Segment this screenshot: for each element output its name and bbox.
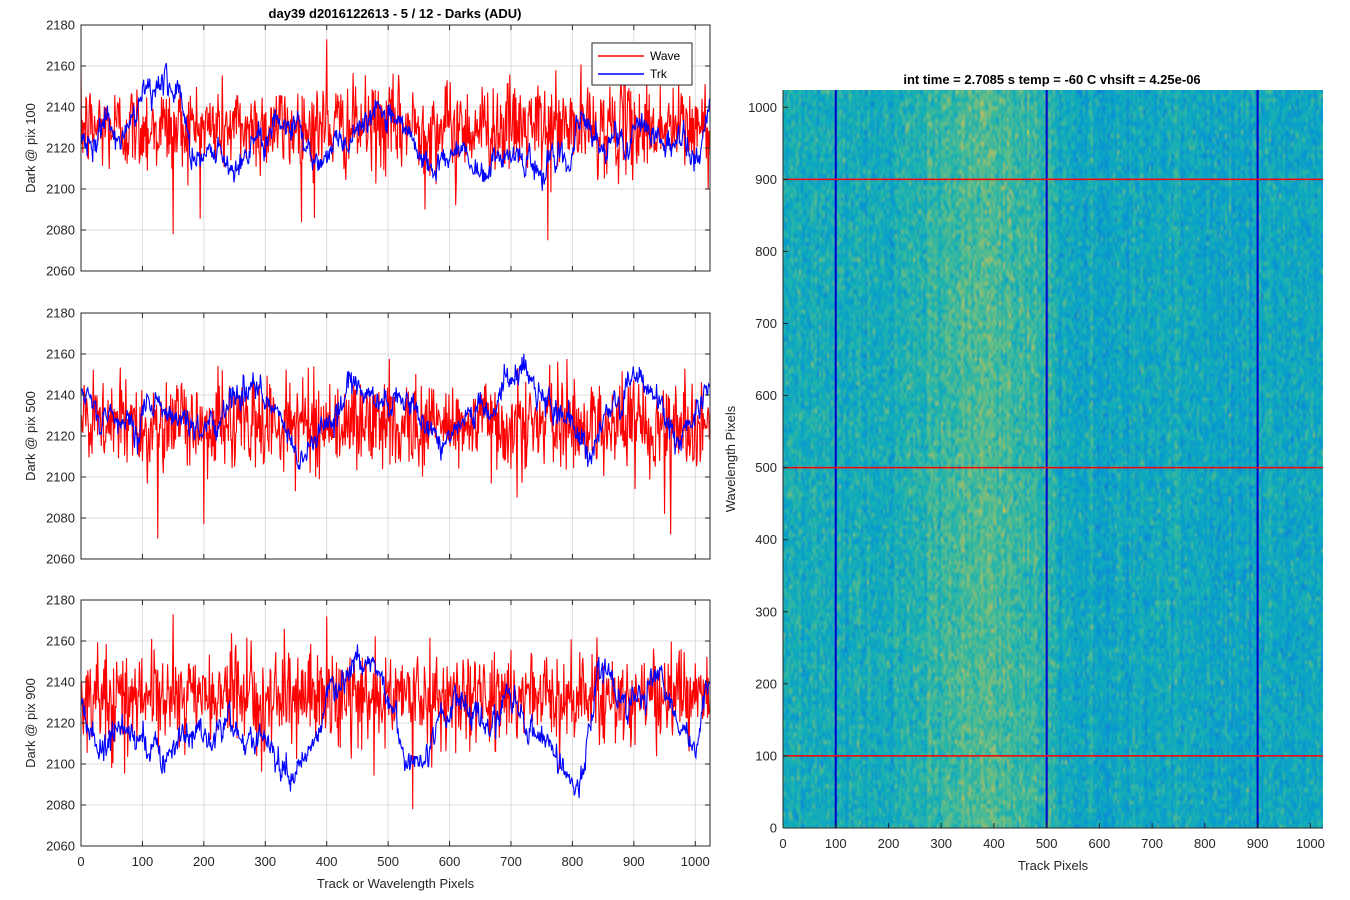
x-tick-label: 700 [500, 854, 522, 869]
x-tick-label: 800 [1194, 836, 1216, 851]
series-line-wave [81, 358, 710, 539]
x-tick-label: 1000 [681, 854, 710, 869]
dark-image [783, 90, 1323, 828]
y-tick-label: 0 [770, 821, 777, 836]
x-tick-label: 900 [1247, 836, 1269, 851]
series-line-wave [81, 614, 710, 810]
plot-pix-100: 2060 2080 2100 2120 2140 2160 2180 Dark @ pix 1… [23, 18, 711, 279]
x-tick-label: 0 [779, 836, 786, 851]
y-tick-label: 2080 [46, 223, 75, 238]
y-tick-label: 2060 [46, 552, 75, 567]
x-tick-label: 300 [930, 836, 952, 851]
x-tick-label: 100 [825, 836, 847, 851]
y-tick-label: 2160 [46, 59, 75, 74]
x-tick-label: 400 [983, 836, 1005, 851]
x-tick-label: 200 [193, 854, 215, 869]
y-tick-label: 300 [755, 604, 777, 619]
x-tick-label: 900 [623, 854, 645, 869]
y-tick-label: 2180 [46, 306, 75, 321]
y-tick-label: 2120 [46, 429, 75, 444]
y-tick-label: 2080 [46, 798, 75, 813]
plot-pix-900: 0 100 200 300 400 500 600 700 800 900 1000 2060 2080… [23, 593, 711, 891]
y-tick-label: 700 [755, 316, 777, 331]
legend: Wave Trk [591, 42, 693, 86]
y-tick-label: 800 [755, 244, 777, 259]
y-tick-label: 100 [755, 748, 777, 763]
y-tick-label: 2140 [46, 388, 75, 403]
y-tick-label: 2060 [46, 264, 75, 279]
x-tick-label: 600 [1089, 836, 1111, 851]
left-figure-title: day39 d2016122613 - 5 / 12 - Darks (ADU) [269, 6, 522, 21]
y-tick-label: 2140 [46, 100, 75, 115]
x-tick-label: 300 [254, 854, 276, 869]
x-tick-label: 800 [562, 854, 584, 869]
y-tick-label: 2120 [46, 141, 75, 156]
y-axis-label: Dark @ pix 500 [23, 391, 38, 481]
y-tick-label: 2100 [46, 757, 75, 772]
y-tick-label: 2080 [46, 511, 75, 526]
y-tick-label: 500 [755, 460, 777, 475]
x-tick-label: 100 [132, 854, 154, 869]
x-tick-label: 0 [77, 854, 84, 869]
x-tick-label: 200 [878, 836, 900, 851]
y-tick-label: 1000 [748, 100, 777, 115]
x-tick-label: 500 [1036, 836, 1058, 851]
y-tick-label: 2180 [46, 18, 75, 33]
x-tick-label: 400 [316, 854, 338, 869]
y-tick-label: 2120 [46, 716, 75, 731]
x-tick-label: 600 [439, 854, 461, 869]
plot-pix-500: 2060 2080 2100 2120 2140 2160 2180 Dark @ pix 5… [23, 306, 711, 567]
x-axis-label: Track Pixels [1018, 858, 1089, 873]
x-tick-label: 1000 [1296, 836, 1325, 851]
series-line-trk [81, 62, 710, 191]
series-line-trk [81, 644, 710, 799]
y-tick-label: 2160 [46, 347, 75, 362]
y-tick-label: 2160 [46, 634, 75, 649]
dark-image-plot: 0 100 200 300 400 500 600 700 800 900 1000 0 100 200 3… [723, 90, 1325, 873]
y-axis-label: Dark @ pix 100 [23, 103, 38, 193]
y-tick-label: 900 [755, 172, 777, 187]
y-tick-label: 600 [755, 388, 777, 403]
x-axis-label: Track or Wavelength Pixels [317, 876, 475, 891]
series-line-trk [81, 353, 710, 470]
legend-label-trk: Trk [650, 67, 668, 81]
y-tick-label: 2180 [46, 593, 75, 608]
y-axis-label: Dark @ pix 900 [23, 678, 38, 768]
y-tick-label: 400 [755, 532, 777, 547]
y-tick-label: 2060 [46, 839, 75, 854]
legend-box [591, 42, 693, 86]
y-tick-label: 2100 [46, 470, 75, 485]
y-tick-label: 200 [755, 676, 777, 691]
image-title: int time = 2.7085 s temp = -60 C vhsift … [903, 72, 1200, 87]
y-axis-label: Wavelength Pixels [723, 405, 738, 512]
y-tick-label: 2140 [46, 675, 75, 690]
y-tick-label: 2100 [46, 182, 75, 197]
x-tick-label: 700 [1141, 836, 1163, 851]
x-tick-label: 500 [377, 854, 399, 869]
legend-label-wave: Wave [650, 49, 681, 63]
